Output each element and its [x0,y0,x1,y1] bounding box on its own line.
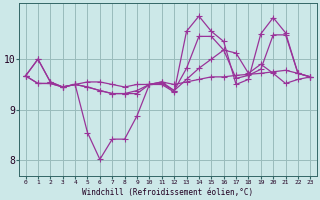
X-axis label: Windchill (Refroidissement éolien,°C): Windchill (Refroidissement éolien,°C) [82,188,253,197]
